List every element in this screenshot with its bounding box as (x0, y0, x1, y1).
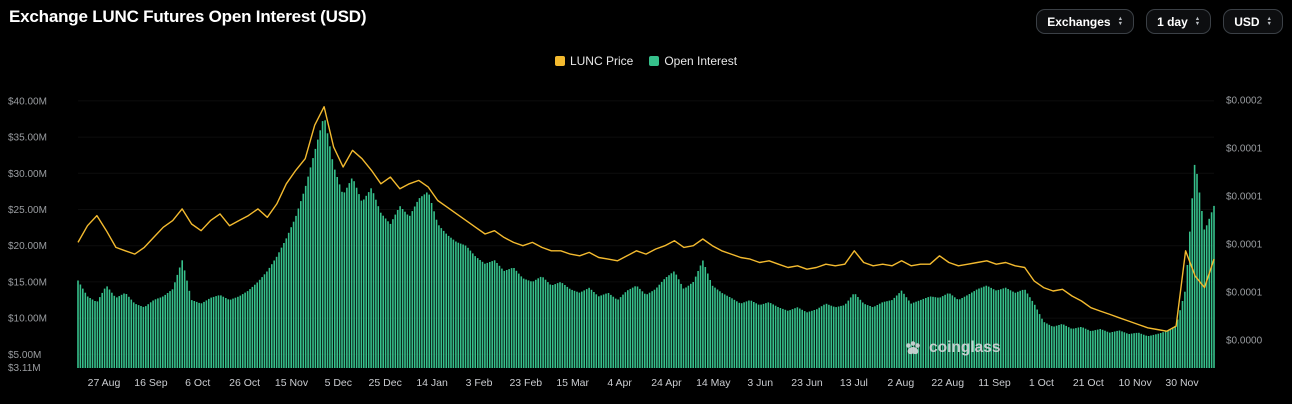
svg-text:$10.00M: $10.00M (8, 314, 47, 325)
left-axis-labels: $40.00M $35.00M $30.00M $25.00M $20.00M $15.0… (8, 96, 47, 374)
chart-controls: Exchanges ▲ ▼ 1 day ▲ ▼ USD ▲ ▼ (1036, 9, 1283, 34)
legend-item-open-interest[interactable]: Open Interest (649, 54, 737, 68)
svg-text:$20.00M: $20.00M (8, 241, 47, 252)
lunc-price-line (77, 105, 1215, 332)
exchanges-dropdown[interactable]: Exchanges ▲ ▼ (1036, 9, 1135, 34)
svg-text:21 Oct: 21 Oct (1073, 377, 1104, 389)
svg-text:13 Jul: 13 Jul (840, 377, 868, 389)
open-interest-bars (77, 120, 1215, 368)
svg-text:23 Feb: 23 Feb (509, 377, 542, 389)
lunc-price-swatch (554, 56, 565, 66)
svg-text:23 Jun: 23 Jun (791, 377, 823, 389)
svg-text:11 Sep: 11 Sep (978, 377, 1011, 389)
currency-dropdown[interactable]: USD ▲ ▼ (1223, 9, 1283, 34)
svg-text:$25.00M: $25.00M (8, 205, 47, 216)
up-down-arrows-icon: ▲ ▼ (1194, 15, 1201, 27)
currency-dropdown-label: USD (1234, 14, 1260, 29)
svg-text:6 Oct: 6 Oct (185, 377, 210, 389)
svg-text:2 Aug: 2 Aug (887, 377, 914, 389)
svg-text:$35.00M: $35.00M (8, 133, 47, 144)
svg-text:14 Jan: 14 Jan (416, 377, 448, 389)
interval-dropdown[interactable]: 1 day ▲ ▼ (1146, 9, 1212, 34)
up-down-arrows-icon: ▲ ▼ (1117, 15, 1124, 27)
page-title: Exchange LUNC Futures Open Interest (USD… (9, 7, 367, 26)
svg-text:15 Nov: 15 Nov (275, 377, 309, 389)
svg-text:24 Apr: 24 Apr (651, 377, 682, 389)
up-down-arrows-icon: ▲ ▼ (1266, 15, 1272, 27)
svg-text:$0.0001: $0.0001 (1226, 192, 1263, 203)
svg-text:30 Nov: 30 Nov (1165, 377, 1199, 389)
svg-text:15 Mar: 15 Mar (556, 377, 589, 389)
legend-label-lunc-price: LUNC Price (569, 54, 634, 68)
legend-label-open-interest: Open Interest (664, 54, 738, 68)
x-axis-labels: 27 Aug 16 Sep 6 Oct 26 Oct 15 Nov 5 Dec 25 Dec… (88, 377, 1200, 389)
svg-text:$5.00M: $5.00M (8, 350, 41, 361)
open-interest-swatch (649, 56, 660, 66)
svg-text:3 Jun: 3 Jun (747, 377, 773, 389)
svg-text:26 Oct: 26 Oct (229, 377, 260, 389)
svg-text:$3.11M: $3.11M (8, 363, 41, 374)
svg-text:5 Dec: 5 Dec (325, 377, 352, 389)
svg-text:22 Aug: 22 Aug (931, 377, 964, 389)
svg-text:14 May: 14 May (696, 377, 731, 389)
legend-item-lunc-price[interactable]: LUNC Price (554, 54, 634, 68)
svg-text:16 Sep: 16 Sep (134, 377, 167, 389)
svg-text:$30.00M: $30.00M (8, 169, 47, 180)
svg-text:$0.0001: $0.0001 (1226, 144, 1263, 155)
svg-text:$15.00M: $15.00M (8, 277, 47, 288)
svg-text:$0.0000: $0.0000 (1226, 336, 1263, 347)
svg-text:$40.00M: $40.00M (8, 96, 47, 107)
chart-legend: LUNC Price Open Interest (0, 54, 1292, 68)
svg-text:$0.0001: $0.0001 (1226, 240, 1263, 251)
svg-text:$0.0002: $0.0002 (1226, 96, 1263, 107)
right-axis-labels: $0.0002 $0.0001 $0.0001 $0.0001 $0.0001 $0.00… (1226, 96, 1263, 347)
svg-text:27 Aug: 27 Aug (88, 377, 121, 389)
svg-text:3 Feb: 3 Feb (466, 377, 493, 389)
svg-text:10 Nov: 10 Nov (1118, 377, 1152, 389)
exchanges-dropdown-label: Exchanges (1047, 14, 1111, 29)
svg-text:4 Apr: 4 Apr (607, 377, 632, 389)
svg-text:$0.0001: $0.0001 (1226, 288, 1263, 299)
svg-text:25 Dec: 25 Dec (369, 377, 402, 389)
svg-text:1 Oct: 1 Oct (1029, 377, 1054, 389)
interval-dropdown-label: 1 day (1157, 14, 1188, 29)
